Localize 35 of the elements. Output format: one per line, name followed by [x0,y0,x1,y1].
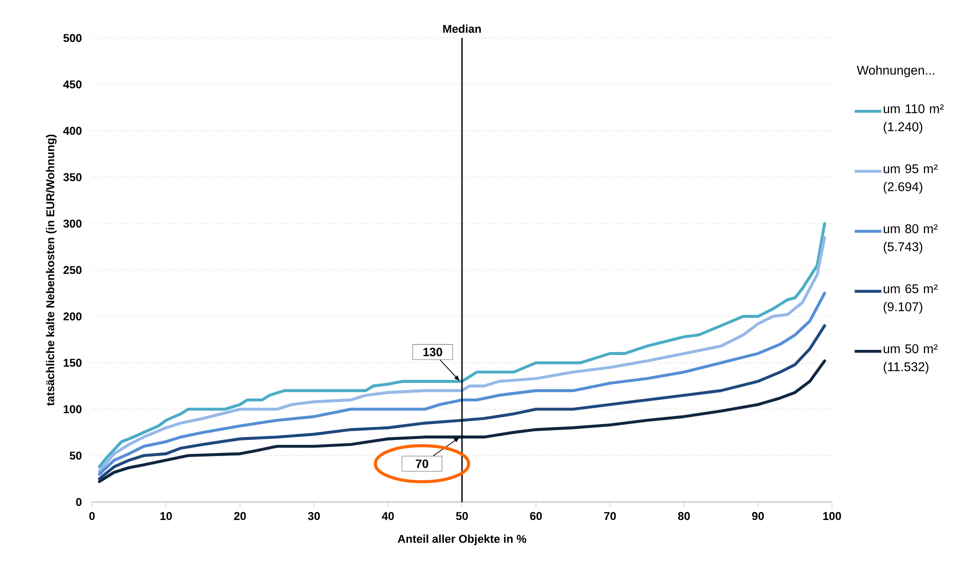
y-tick-label: 450 [63,80,82,88]
y-tick-label: 350 [63,173,82,182]
y-tick-label: 150 [64,358,82,367]
x-tick-label: 50 [456,512,468,520]
ref-line-label: Median [443,24,481,33]
x-tick-label: 70 [604,512,616,520]
legend-label: um 95 m² (2.694) [884,164,938,194]
x-tick-label: 60 [530,512,542,520]
x-tick-label: 10 [160,512,172,520]
annotation: 70 [416,459,428,468]
x-tick-label: 100 [823,512,841,520]
x-tick-label: 40 [382,512,394,520]
x-tick-label: 0 [89,512,95,520]
legend-label: um 50 m² (11.532) [884,344,938,374]
y-tick-label: 200 [63,312,82,320]
line-series [98,292,826,476]
x-tick-label: 30 [308,512,320,520]
x-tick-label: 20 [234,512,246,520]
y-tick-label: 0 [76,498,82,506]
y-tick-label: 50 [70,452,82,460]
annotation: 130 [423,348,442,356]
legend-label: um 80 m² (5.743) [884,224,938,254]
legend-label: um 65 m² (9.107) [884,284,938,314]
y-tick-label: 400 [63,126,82,135]
line-series [98,324,826,480]
x-tick-label: 80 [678,512,690,520]
y-tick-label: 100 [64,405,82,414]
x-axis-title: Anteil aller Objekte in % [398,534,526,546]
legend-title: Wohnungen... [856,65,934,78]
y-tick-label: 300 [63,220,82,228]
y-tick-label: 250 [63,266,82,274]
y-tick-label: 500 [63,34,82,42]
legend-label: um 110 m² (1.240) [884,104,944,134]
y-axis-title: tatsächliche kalte Nebenkosten (in EUR/Wohnung) [46,134,57,406]
x-tick-label: 90 [752,512,764,520]
